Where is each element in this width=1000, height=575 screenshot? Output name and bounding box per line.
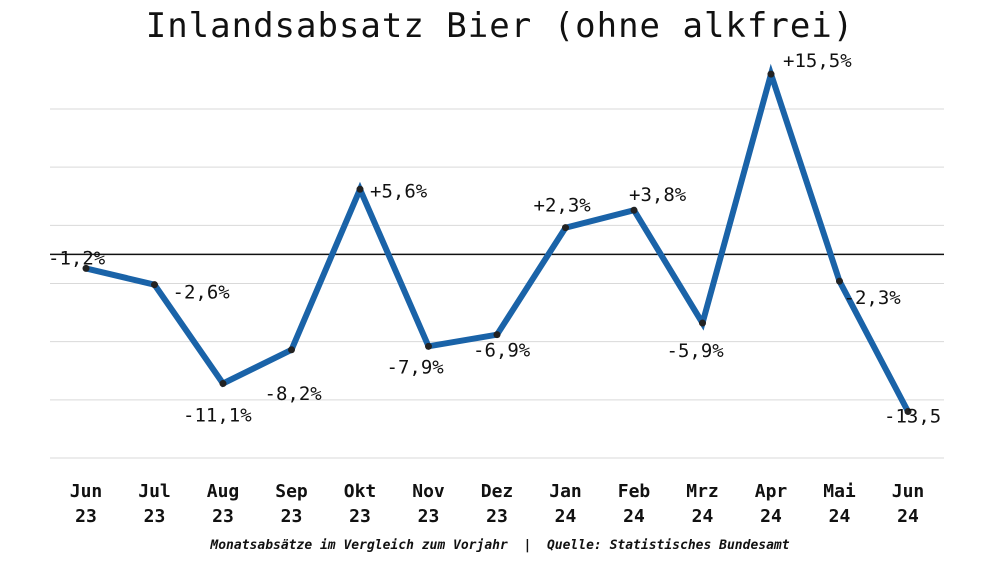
x-tick-month: Apr [755,481,788,502]
x-tick-year: 24 [555,506,577,527]
data-label: +15,5% [783,50,852,72]
data-label: -5,9% [667,340,725,362]
x-tick-month: Jun [70,481,103,502]
x-tick-year: 23 [281,506,303,527]
x-tick-year: 23 [212,506,234,527]
x-tick-year: 24 [897,506,919,527]
data-point [219,380,227,388]
x-tick-year: 23 [418,506,440,527]
data-label: -2,6% [173,282,231,304]
data-label: -7,9% [387,356,445,378]
x-tick-year: 23 [349,506,371,527]
x-tick-month: Aug [207,481,240,502]
gridlines [50,108,944,459]
data-labels: -1,2% -2,6% -11,1% -8,2% +5,6% -7,9% -6,9% +2,3… [48,50,941,427]
x-tick-month: Okt [344,481,377,502]
data-label: -6,9% [473,340,531,362]
data-point [630,206,638,214]
data-label: -8,2% [265,383,323,405]
data-label: +2,3% [534,195,592,217]
data-point [699,319,706,327]
x-tick-year: 23 [75,506,97,527]
x-tick-year: 23 [486,506,508,527]
x-tick-month: Jan [549,481,582,502]
x-tick-month: Mrz [686,481,719,502]
x-tick-year: 23 [144,506,166,527]
data-label: -13,5 [884,405,941,427]
data-point [836,277,843,285]
x-tick-month: Nov [412,481,445,502]
x-tick-year: 24 [760,506,782,527]
x-tick-month: Feb [618,481,651,502]
data-label: -2,3% [844,287,902,309]
data-point [904,407,912,415]
data-point [493,331,501,339]
x-tick-month: Jun [892,481,925,502]
data-point [425,342,432,350]
data-point [82,264,90,272]
data-point [562,224,569,232]
data-label: +5,6% [370,180,428,202]
x-tick-year: 24 [829,506,851,527]
x-tick-month: Jul [138,481,171,502]
x-axis-tick-labels: Jun 23 Jul 23 Aug 23 Sep 23 Okt 23 Nov 23 Dez 23 Jan 24… [70,481,925,527]
x-tick-month: Mai [823,481,856,502]
x-tick-month: Sep [275,481,308,502]
data-label: -1,2% [48,247,106,269]
data-markers [82,70,912,415]
data-point [288,346,295,354]
x-tick-month: Dez [481,481,514,502]
x-tick-year: 24 [623,506,645,527]
data-label: +3,8% [629,184,687,206]
data-label: -11,1% [183,405,252,427]
chart-title: Inlandsabsatz Bier (ohne alkfrei) [145,6,855,46]
x-tick-year: 24 [692,506,714,527]
data-point [151,281,158,289]
data-point [356,185,364,193]
chart-footer-source: Monatsabsätze im Vergleich zum Vorjahr |… [210,538,790,553]
data-point [767,70,775,78]
